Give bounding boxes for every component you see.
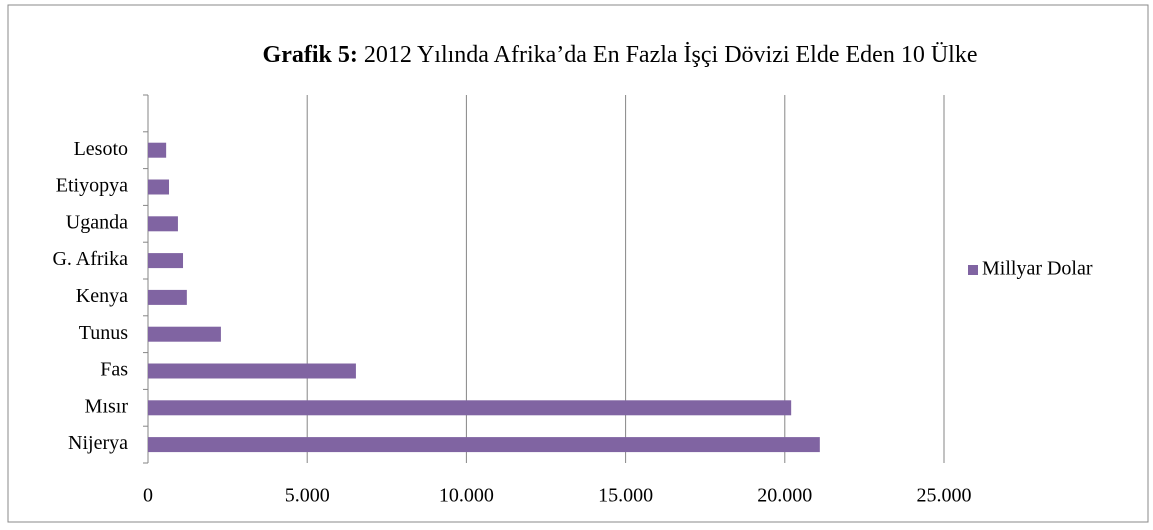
legend-label: Millyar Dolar [982, 258, 1093, 280]
bar [148, 437, 820, 453]
bar [148, 253, 184, 269]
y-tick-label: Lesoto [74, 138, 128, 160]
chart-border [7, 4, 1149, 523]
x-tick-label: 15.000 [598, 485, 653, 507]
bar [148, 363, 356, 379]
y-tick-label: Tunus [79, 322, 129, 344]
x-tick-label: 10.000 [439, 485, 494, 507]
y-tick-label: G. Afrika [52, 248, 128, 270]
x-tick-label: 25.000 [917, 485, 972, 507]
legend-swatch [968, 265, 978, 275]
bar [148, 216, 178, 232]
y-tick-label: Kenya [76, 285, 128, 307]
bar [148, 289, 187, 305]
y-tick-label: Fas [100, 359, 128, 381]
x-tick-label: 20.000 [757, 485, 812, 507]
bar [148, 326, 221, 342]
bar [148, 400, 792, 416]
bar [148, 142, 167, 158]
y-tick-label: Uganda [66, 211, 128, 233]
x-tick-label: 5.000 [285, 485, 330, 507]
x-tick-label: 0 [143, 485, 153, 507]
y-tick-label: Nijerya [68, 432, 128, 454]
bar [148, 179, 170, 195]
title-text: 2012 Yılında Afrika’da En Fazla İşçi Döv… [364, 42, 978, 68]
y-tick-label: Mısır [85, 395, 129, 417]
y-tick-label: Etiyopya [56, 175, 128, 197]
title-label: Grafik 5: [263, 42, 358, 68]
chart-title: Grafik 5: 2012 Yılında Afrika’da En Fazla… [263, 42, 978, 68]
